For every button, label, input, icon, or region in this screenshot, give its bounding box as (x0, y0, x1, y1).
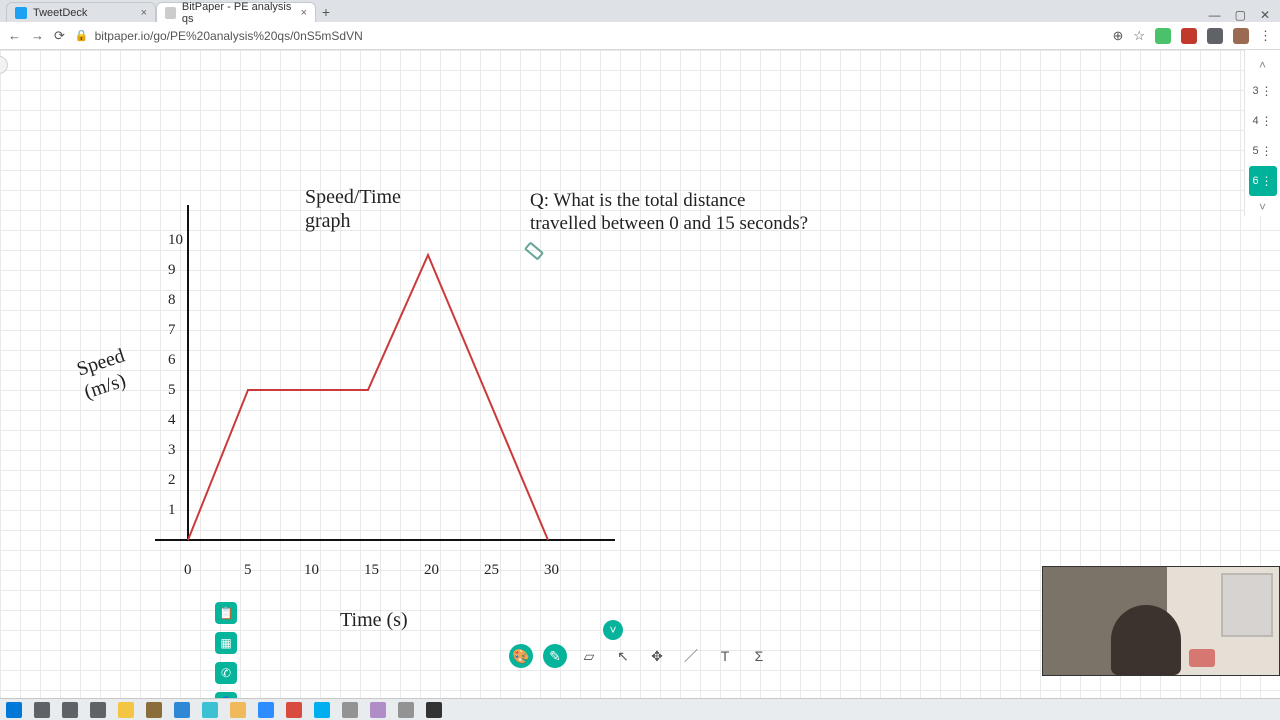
tab-close-icon[interactable]: × (141, 7, 147, 19)
y-tick-label: 9 (168, 262, 176, 279)
windows-taskbar (0, 698, 1280, 720)
palette-icon[interactable]: 🎨 (509, 644, 533, 668)
bookmark-star-icon[interactable]: ☆ (1133, 28, 1145, 44)
bottom-toolbar: ˅ 🎨✎▱↖✥／TΣ (509, 644, 771, 668)
text-icon[interactable]: T (713, 644, 737, 668)
app-red[interactable] (286, 702, 302, 718)
clipboard-icon[interactable]: 📋 (215, 602, 237, 624)
edge-icon[interactable] (202, 702, 218, 718)
webcam-overlay[interactable] (1042, 566, 1280, 676)
chart-x-label: Time (s) (340, 608, 408, 632)
window-maximize-icon[interactable]: ▢ (1235, 8, 1246, 22)
files-icon[interactable] (230, 702, 246, 718)
x-tick-label: 0 (184, 562, 192, 579)
profile-avatar-icon[interactable] (1233, 28, 1249, 44)
y-tick-label: 7 (168, 322, 176, 339)
tab-title: TweetDeck (33, 7, 87, 19)
extension-puzzle-icon[interactable] (1207, 28, 1223, 44)
chrome-icon[interactable] (342, 702, 358, 718)
eraser-icon[interactable]: ▱ (577, 644, 601, 668)
zoom-icon[interactable] (258, 702, 274, 718)
sigma-icon[interactable]: Σ (747, 644, 771, 668)
page-list-panel: ˄ 3⋮4⋮5⋮6⋮ ˅ (1244, 50, 1280, 216)
y-tick-label: 5 (168, 382, 176, 399)
app-brown[interactable] (146, 702, 162, 718)
y-tick-label: 2 (168, 472, 176, 489)
nav-forward-icon[interactable]: → (31, 28, 44, 44)
whiteboard-canvas[interactable]: Speed/Time graph Speed (m/s) Time (s) Q:… (0, 50, 1280, 698)
y-tick-label: 6 (168, 352, 176, 369)
browser-tab-strip: TweetDeck × BitPaper - PE analysis qs × … (0, 0, 1280, 22)
nav-reload-icon[interactable]: ⟳ (54, 28, 65, 44)
url-text: bitpaper.io/go/PE%20analysis%20qs/0nS5mS… (95, 29, 363, 43)
tab-close-icon[interactable]: × (301, 7, 307, 19)
add-user-icon[interactable]: 👤 (215, 692, 237, 698)
page-scroll-down-icon[interactable]: ˅ (1259, 198, 1266, 216)
x-tick-label: 20 (424, 562, 439, 579)
y-tick-label: 10 (168, 232, 183, 249)
x-tick-label: 5 (244, 562, 252, 579)
skype-icon[interactable] (314, 702, 330, 718)
x-tick-label: 30 (544, 562, 559, 579)
window-close-icon[interactable]: ✕ (1260, 8, 1270, 22)
side-tool-column: 📋▦✆👤≡ (215, 602, 237, 698)
page-scroll-up-icon[interactable]: ˄ (1259, 56, 1266, 74)
favicon-icon (15, 7, 27, 19)
pen-icon[interactable]: ✎ (543, 644, 567, 668)
grid-icon[interactable]: ▦ (215, 632, 237, 654)
app-yellow[interactable] (118, 702, 134, 718)
move-icon[interactable]: ✥ (645, 644, 669, 668)
page-thumb-6[interactable]: 6⋮ (1249, 166, 1277, 196)
y-tick-label: 1 (168, 502, 176, 519)
extension-icon[interactable] (1181, 28, 1197, 44)
terminal-icon[interactable] (426, 702, 442, 718)
y-tick-label: 4 (168, 412, 176, 429)
browser-tab-tweetdeck[interactable]: TweetDeck × (6, 2, 156, 22)
window-minimize-icon[interactable]: — (1209, 8, 1221, 22)
chrome-menu-icon[interactable]: ⋮ (1259, 28, 1272, 44)
chrome2-icon[interactable] (398, 702, 414, 718)
lock-icon: 🔒 (75, 29, 89, 42)
extension-icon[interactable] (1155, 28, 1171, 44)
page-thumb-5[interactable]: 5⋮ (1249, 136, 1277, 166)
cortana-icon[interactable] (62, 702, 78, 718)
line-icon[interactable]: ／ (679, 644, 703, 668)
x-tick-label: 10 (304, 562, 319, 579)
url-display[interactable]: 🔒 bitpaper.io/go/PE%20analysis%20qs/0nS5… (75, 29, 363, 43)
search-icon[interactable] (34, 702, 50, 718)
pointer-icon[interactable]: ↖ (611, 644, 635, 668)
browser-tab-bitpaper[interactable]: BitPaper - PE analysis qs × (156, 2, 316, 22)
app-purple[interactable] (370, 702, 386, 718)
start-icon[interactable] (6, 702, 22, 718)
x-tick-label: 25 (484, 562, 499, 579)
phone-icon[interactable]: ✆ (215, 662, 237, 684)
nav-back-icon[interactable]: ← (8, 28, 21, 44)
new-tab-button[interactable]: + (316, 2, 336, 22)
speed-time-chart (155, 205, 625, 565)
mail-icon[interactable] (174, 702, 190, 718)
page-thumb-3[interactable]: 3⋮ (1249, 76, 1277, 106)
browser-address-bar: ← → ⟳ 🔒 bitpaper.io/go/PE%20analysis%20q… (0, 22, 1280, 50)
y-tick-label: 3 (168, 442, 176, 459)
tab-title: BitPaper - PE analysis qs (182, 1, 295, 25)
taskview-icon[interactable] (90, 702, 106, 718)
favicon-icon (165, 7, 176, 19)
toolbar-collapse-icon[interactable]: ˅ (603, 620, 623, 640)
y-tick-label: 8 (168, 292, 176, 309)
page-thumb-4[interactable]: 4⋮ (1249, 106, 1277, 136)
zoom-icon[interactable]: ⊕ (1112, 28, 1123, 44)
x-tick-label: 15 (364, 562, 379, 579)
